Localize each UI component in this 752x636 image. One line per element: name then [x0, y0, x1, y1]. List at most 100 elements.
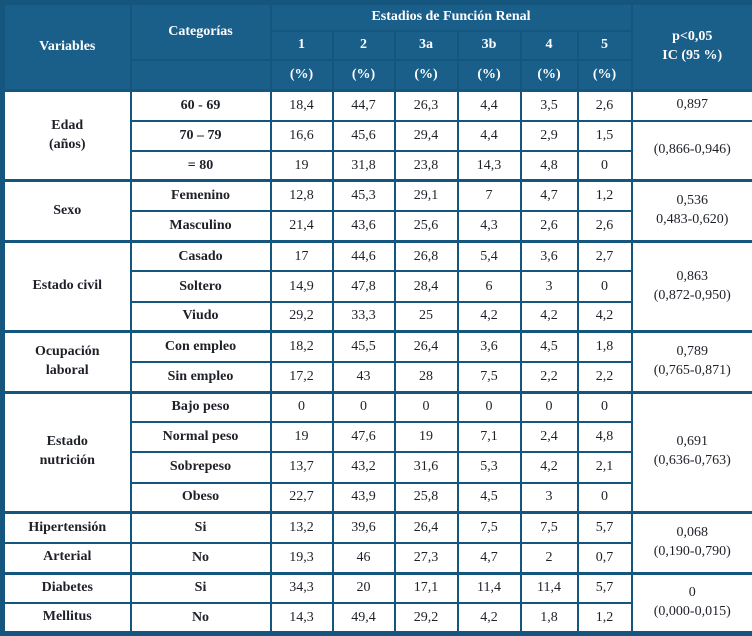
p-value-text: (0,765-0,871) [653, 362, 731, 378]
p-value-text: 0,863 [676, 268, 709, 284]
value-cell: 1,2 [576, 602, 633, 635]
category-cell: Bajo peso [129, 390, 272, 424]
value-cell: 4,4 [456, 88, 522, 122]
percent-header-4: (%) [519, 58, 579, 92]
table-row: Soltero 14,9 47,8 28,4 6 3 0 [3, 270, 752, 303]
table-row: Obeso 22,7 43,9 25,8 4,5 3 0 [3, 481, 752, 514]
value-cell: 2,9 [519, 119, 579, 152]
value-cell: 3,6 [456, 330, 522, 363]
value-cell: 1,8 [519, 602, 579, 635]
header-row-3: (%) (%) (%) (%) (%) (%) [3, 58, 752, 92]
table-row: Edad (años) 60 - 69 18,4 44,7 26,3 4,4 3,5 2,6 0,… [1, 88, 752, 182]
variable-cell: Diabetes [1, 571, 132, 605]
p-value-text: (0,866-0,946) [653, 142, 731, 158]
value-cell: 4,3 [456, 210, 522, 243]
p-value-text: 0,789 [676, 344, 709, 360]
category-cell: Masculino [129, 210, 272, 243]
category-cell: 60 - 69 [129, 88, 272, 122]
value-cell: 2,2 [576, 360, 633, 394]
table-row: Sobrepeso 13,7 43,2 31,6 5,3 4,2 2,1 [3, 451, 752, 484]
value-cell: 0 [331, 390, 396, 424]
p-value-cell: 0,897 [630, 88, 752, 122]
percent-header-1: (%) [269, 58, 334, 92]
table-row: Mellitus No 14,3 49,4 29,2 4,2 1,8 1,2 [1, 602, 752, 635]
table-row: Normal peso 19 47,6 19 7,1 2,4 4,8 [3, 421, 752, 454]
value-cell: 16,6 [269, 119, 334, 152]
value-cell: 45,5 [331, 330, 396, 363]
value-cell: 46 [331, 541, 396, 575]
value-cell: 13,7 [269, 451, 334, 484]
value-cell: 0 [393, 390, 459, 424]
value-cell: 14,3 [456, 149, 522, 182]
value-cell: 2,4 [519, 421, 579, 454]
value-cell: 25 [393, 300, 459, 333]
value-cell: 4,2 [519, 300, 579, 333]
value-cell: 4,7 [519, 179, 579, 213]
value-cell: 21,4 [269, 210, 334, 243]
category-cell: Normal peso [129, 421, 272, 454]
value-cell: 14,9 [269, 270, 334, 303]
value-cell: 4,2 [519, 451, 579, 484]
value-cell: 7,5 [456, 360, 522, 394]
variable-label: (años) [48, 136, 86, 152]
col-header-stage-1: 1 [269, 29, 334, 61]
variable-label: nutrición [39, 453, 95, 469]
value-cell: 4,2 [576, 300, 633, 333]
table-row: 70 – 79 16,6 45,6 29,4 4,4 2,9 1,5 (0,866-0,946… [3, 119, 752, 182]
percent-header-3a: (%) [393, 58, 459, 92]
value-cell: 47,8 [331, 270, 396, 303]
value-cell: 31,6 [393, 451, 459, 484]
value-cell: 17 [269, 239, 334, 273]
variable-label: Ocupación [34, 344, 100, 360]
value-cell: 5,3 [456, 451, 522, 484]
value-cell: 5,7 [576, 571, 633, 605]
value-cell: 33,3 [331, 300, 396, 333]
value-cell: 2,1 [576, 451, 633, 484]
value-cell: 20 [331, 571, 396, 605]
value-cell: 7 [456, 179, 522, 213]
col-header-stage-3a: 3a [393, 29, 459, 61]
value-cell: 2,7 [576, 239, 633, 273]
value-cell: 28,4 [393, 270, 459, 303]
header-empty-cell [129, 58, 272, 92]
variable-label: Mellitus [42, 609, 92, 625]
value-cell: 0 [576, 481, 633, 514]
p-value-cell: 0,068 (0,190-0,790) [630, 511, 752, 575]
col-header-stage-5: 5 [576, 29, 633, 61]
value-cell: 26,4 [393, 511, 459, 544]
p-value-text: (0,636-0,763) [653, 453, 731, 469]
value-cell: 27,3 [393, 541, 459, 575]
value-cell: 49,4 [331, 602, 396, 635]
value-cell: 25,6 [393, 210, 459, 243]
variable-cell: Hipertensión [1, 511, 132, 544]
value-cell: 0 [576, 270, 633, 303]
value-cell: 11,4 [456, 571, 522, 605]
value-cell: 26,3 [393, 88, 459, 122]
table-body: Edad (años) 60 - 69 18,4 44,7 26,3 4,4 3,5 2,6 0,… [1, 88, 752, 635]
variable-label: Sexo [53, 202, 82, 218]
value-cell: 29,2 [393, 602, 459, 635]
value-cell: 18,2 [269, 330, 334, 363]
value-cell: 0 [519, 390, 579, 424]
p-value-text: 0,536 [676, 193, 709, 209]
value-cell: 4,2 [456, 300, 522, 333]
variable-label: Arterial [43, 549, 92, 565]
category-cell: Con empleo [129, 330, 272, 363]
value-cell: 5,7 [576, 511, 633, 544]
value-cell: 31,8 [331, 149, 396, 182]
variable-label: laboral [45, 362, 89, 378]
col-header-stage-3b: 3b [456, 29, 522, 61]
p-value-text: (0,872-0,950) [653, 287, 731, 303]
value-cell: 39,6 [331, 511, 396, 544]
table-row: Ocupación laboral Con empleo 18,2 45,5 26,4 3,… [1, 330, 752, 394]
value-cell: 4,5 [456, 481, 522, 514]
value-cell: 0 [269, 390, 334, 424]
p-header-line2: IC (95 %) [662, 48, 723, 63]
value-cell: 7,1 [456, 421, 522, 454]
p-value-cell: 0,536 0,483-0,620) [630, 179, 752, 243]
p-value-text: (0,190-0,790) [653, 543, 731, 559]
value-cell: 45,6 [331, 119, 396, 152]
value-cell: 19 [269, 421, 334, 454]
value-cell: 1,8 [576, 330, 633, 363]
